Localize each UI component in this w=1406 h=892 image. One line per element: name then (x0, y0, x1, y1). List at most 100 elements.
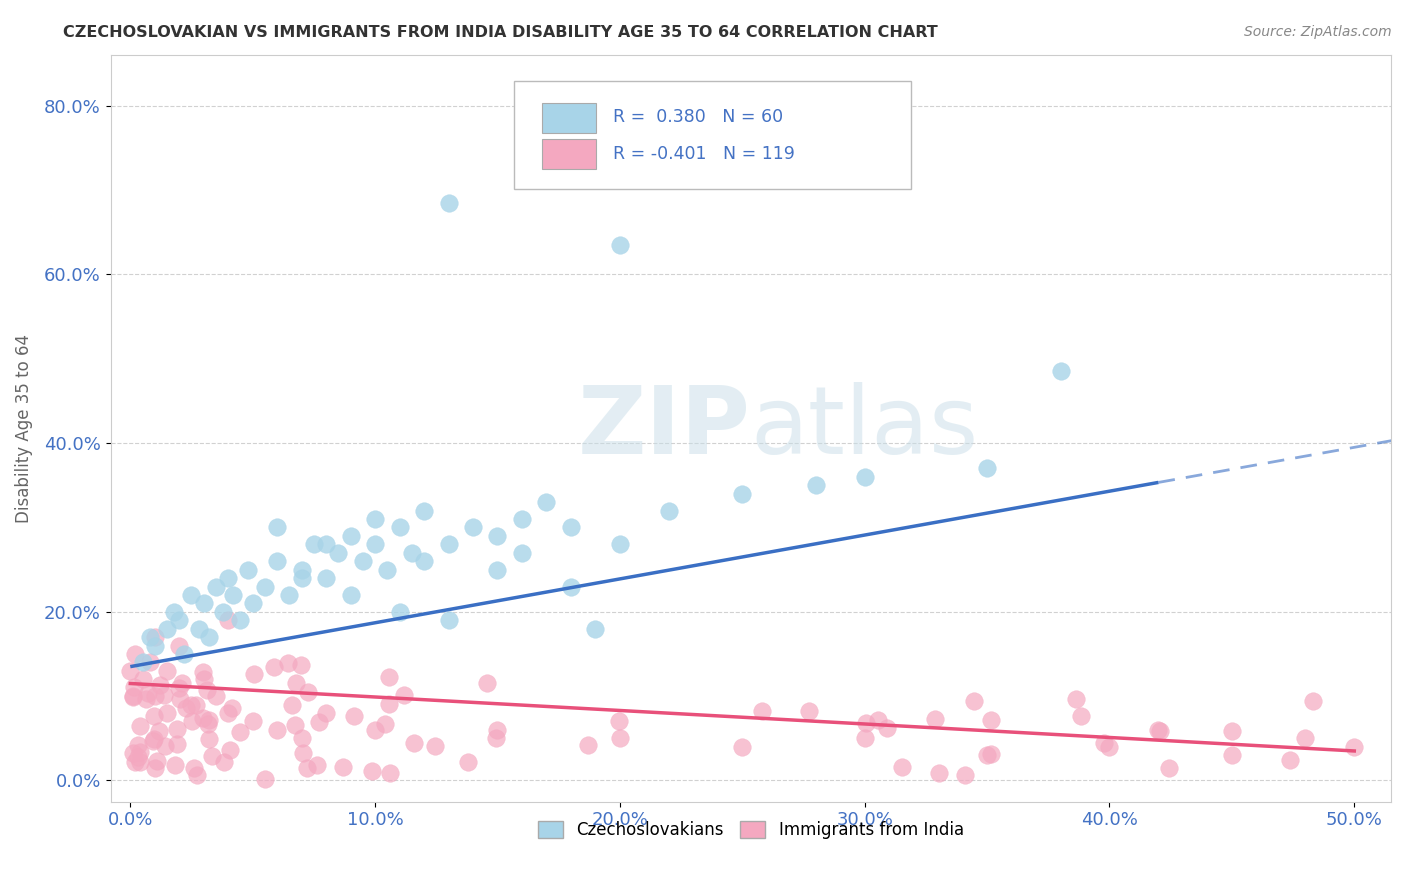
Point (180, 714, 202, 728)
Point (166, 723, 188, 737)
Point (295, 761, 318, 775)
Point (236, 563, 259, 577)
Point (129, 718, 152, 732)
Point (167, 613, 190, 627)
Point (731, 739, 754, 754)
Point (131, 656, 153, 670)
Point (976, 461, 998, 475)
Point (339, 529, 361, 543)
Point (148, 724, 170, 739)
Point (187, 622, 209, 636)
Point (866, 714, 889, 728)
Point (799, 705, 821, 719)
Point (221, 701, 243, 715)
Point (139, 656, 162, 670)
Point (120, 664, 142, 678)
Point (378, 766, 401, 780)
Point (924, 712, 946, 726)
Point (205, 689, 228, 703)
Text: R =  0.380   N = 60: R = 0.380 N = 60 (613, 108, 783, 126)
Point (143, 761, 166, 775)
Point (339, 588, 361, 602)
Point (853, 470, 876, 484)
Point (364, 537, 387, 551)
Point (413, 554, 436, 568)
Point (193, 673, 215, 687)
Point (198, 713, 221, 727)
Point (143, 639, 166, 653)
Point (510, 512, 533, 526)
Point (201, 749, 224, 764)
Point (305, 757, 328, 772)
Point (242, 596, 264, 610)
Point (425, 739, 447, 753)
Point (536, 495, 558, 509)
Point (122, 690, 145, 705)
Point (127, 749, 149, 764)
Point (343, 709, 366, 723)
Point (163, 605, 186, 619)
Text: R = -0.401   N = 119: R = -0.401 N = 119 (613, 145, 794, 162)
Point (127, 738, 149, 752)
Point (124, 680, 146, 694)
Point (139, 630, 162, 644)
Point (361, 764, 384, 779)
Point (609, 731, 631, 746)
Point (167, 681, 190, 695)
Point (401, 546, 423, 560)
Point (266, 554, 288, 568)
FancyBboxPatch shape (515, 81, 911, 189)
Point (214, 755, 236, 769)
Point (197, 717, 219, 731)
Point (1343, 739, 1365, 754)
Point (180, 698, 202, 712)
Point (560, 580, 582, 594)
Point (583, 622, 606, 636)
Point (124, 647, 146, 661)
Point (609, 537, 631, 551)
Point (484, 731, 506, 746)
Point (302, 537, 325, 551)
Point (291, 563, 314, 577)
Point (172, 676, 194, 690)
Point (142, 734, 165, 748)
Point (378, 697, 401, 711)
Point (315, 571, 337, 585)
Point (205, 580, 228, 594)
Point (486, 723, 509, 737)
Point (278, 588, 301, 602)
Point (378, 670, 401, 684)
Point (195, 682, 218, 697)
Point (167, 639, 190, 653)
Text: CZECHOSLOVAKIAN VS IMMIGRANTS FROM INDIA DISABILITY AGE 35 TO 64 CORRELATION CHA: CZECHOSLOVAKIAN VS IMMIGRANTS FROM INDIA… (63, 25, 938, 40)
Point (980, 713, 1002, 727)
Point (658, 503, 681, 517)
Point (212, 605, 235, 619)
Point (804, 478, 827, 492)
Point (217, 613, 239, 627)
Point (165, 757, 187, 772)
Point (193, 596, 215, 610)
Point (263, 660, 285, 674)
Point (457, 756, 479, 770)
Point (1070, 709, 1092, 723)
Point (145, 754, 167, 768)
Point (477, 676, 499, 690)
Point (1149, 724, 1171, 739)
Point (375, 563, 398, 577)
Point (143, 630, 166, 644)
Point (394, 688, 416, 702)
Point (266, 723, 288, 737)
Point (183, 761, 205, 775)
Point (156, 706, 179, 720)
Point (1147, 723, 1170, 737)
Point (1302, 694, 1324, 708)
Point (291, 731, 314, 746)
FancyBboxPatch shape (543, 139, 596, 169)
Point (963, 694, 986, 708)
Point (174, 701, 197, 715)
Point (173, 647, 195, 661)
Point (197, 630, 219, 644)
Point (143, 689, 166, 703)
Point (1220, 748, 1243, 763)
